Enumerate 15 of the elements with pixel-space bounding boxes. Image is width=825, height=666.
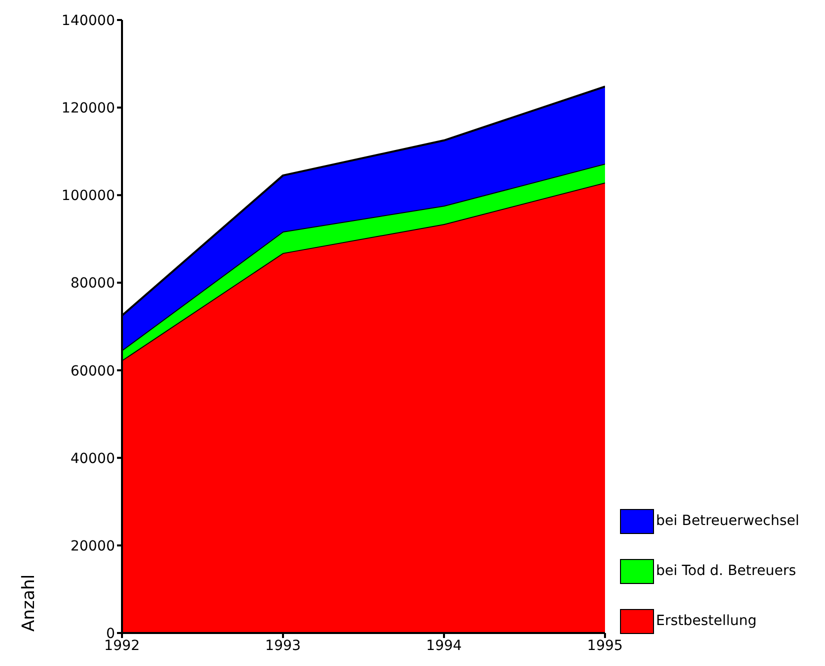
- legend-label: bei Tod d. Betreuers: [656, 563, 796, 579]
- y-tick-label: 20000: [70, 538, 115, 554]
- legend-label: bei Betreuerwechsel: [656, 513, 800, 529]
- legend-label: Erstbestellung: [656, 613, 757, 629]
- y-tick-label: 40000: [70, 450, 115, 467]
- x-tick-label: 1992: [104, 638, 140, 654]
- y-tick-label: 100000: [62, 188, 115, 204]
- y-axis-title: Anzahl: [19, 574, 39, 632]
- y-tick-label: 80000: [70, 276, 115, 292]
- x-tick-label: 1995: [587, 638, 623, 654]
- y-tick-label: 140000: [62, 12, 115, 29]
- x-tick-label: 1994: [426, 638, 462, 654]
- y-tick-label: 120000: [62, 100, 115, 117]
- x-tick-label: 1993: [265, 638, 301, 654]
- y-tick-label: 60000: [70, 363, 115, 380]
